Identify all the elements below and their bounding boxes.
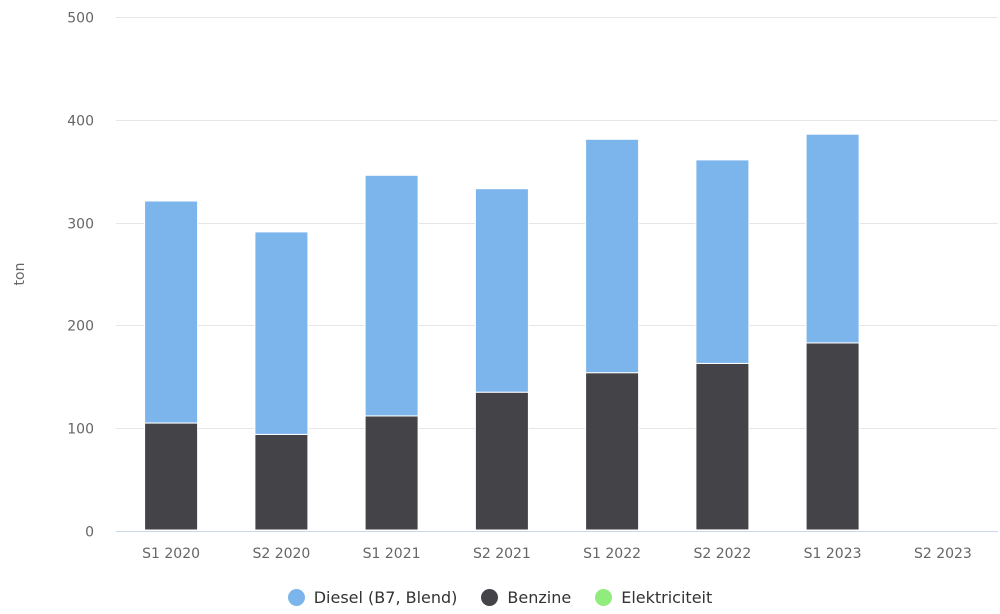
legend: Diesel (B7, Blend) Benzine Elektriciteit: [0, 588, 1000, 607]
legend-label: Benzine: [507, 588, 572, 607]
bar-segment[interactable]: [474, 391, 529, 531]
x-tick-label: S2 2022: [693, 546, 751, 562]
grid-lines: [116, 17, 998, 429]
stacked-bar-chart: 0 100 200 300 400 500 S1 2020 S2 2020 S1 2021 S2…: [12, 11, 998, 562]
bar-segment[interactable]: [364, 174, 419, 417]
legend-swatch: [481, 589, 499, 606]
bar-segment[interactable]: [695, 362, 750, 531]
bar-segment[interactable]: [144, 422, 199, 531]
x-axis-ticks: S1 2020 S2 2020 S1 2021 S2 2021 S1 2022 S2 20…: [142, 546, 972, 562]
bars: [144, 133, 860, 532]
x-tick-label: S2 2023: [914, 546, 972, 562]
y-tick-label: 500: [67, 11, 94, 27]
y-tick-label: 400: [67, 114, 94, 130]
legend-item[interactable]: Diesel (B7, Blend): [287, 588, 458, 607]
bar-segment[interactable]: [364, 415, 419, 531]
x-tick-label: S1 2020: [142, 546, 200, 562]
x-tick-label: S1 2022: [583, 546, 641, 562]
y-axis-label: ton: [12, 263, 28, 286]
x-tick-label: S2 2021: [473, 546, 531, 562]
x-tick-label: S2 2020: [252, 546, 310, 562]
bar-segment[interactable]: [805, 342, 860, 531]
y-tick-label: 300: [67, 217, 94, 233]
legend-swatch: [287, 589, 305, 606]
x-tick-label: S1 2023: [804, 546, 862, 562]
bar-segment[interactable]: [695, 159, 750, 364]
y-tick-label: 200: [67, 319, 94, 335]
legend-item[interactable]: Benzine: [481, 588, 571, 607]
bar-segment[interactable]: [254, 433, 309, 531]
x-tick-label: S1 2021: [363, 546, 421, 562]
bar-segment[interactable]: [805, 133, 860, 344]
y-tick-label: 0: [85, 525, 94, 541]
y-axis-ticks: 0 100 200 300 400 500: [67, 11, 94, 541]
bar-segment[interactable]: [585, 372, 640, 531]
legend-swatch: [595, 589, 613, 606]
bar-segment[interactable]: [144, 200, 199, 424]
legend-item[interactable]: Elektriciteit: [595, 588, 712, 607]
y-tick-label: 100: [67, 422, 94, 438]
bar-segment[interactable]: [585, 138, 640, 374]
legend-label: Elektriciteit: [621, 588, 713, 607]
bar-segment[interactable]: [474, 188, 529, 393]
legend-label: Diesel (B7, Blend): [313, 588, 458, 607]
bar-segment[interactable]: [254, 231, 309, 435]
